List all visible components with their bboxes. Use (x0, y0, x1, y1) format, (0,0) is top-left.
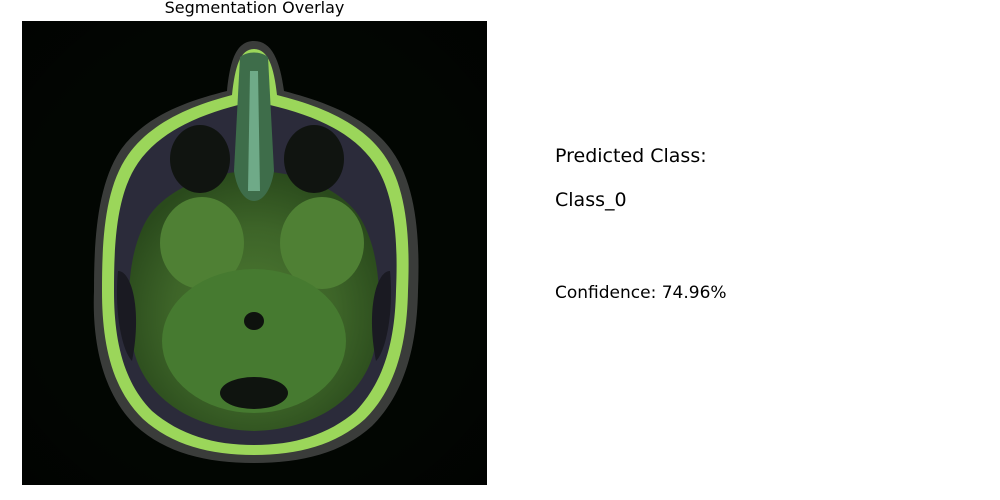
confidence-readout: Confidence: 74.96% (555, 283, 727, 303)
predicted-class-heading: Predicted Class: (555, 145, 707, 167)
segmentation-overlay-image (22, 21, 487, 485)
segmentation-overlay-title: Segmentation Overlay (164, 0, 345, 17)
brain-mri-overlay-graphic (22, 21, 487, 485)
predicted-class-value: Class_0 (555, 189, 627, 211)
